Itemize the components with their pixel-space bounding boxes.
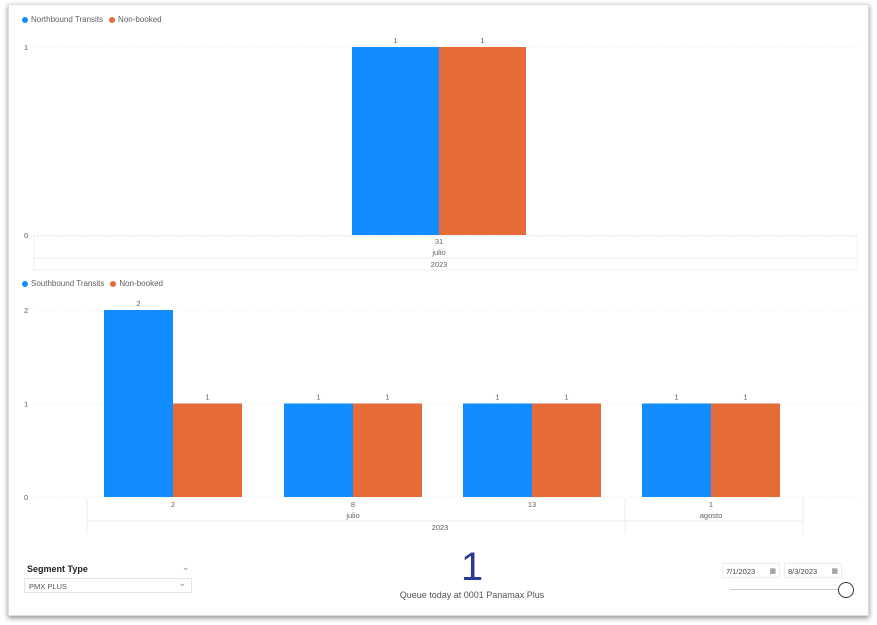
x-year-label: 2023 xyxy=(432,523,449,532)
queue-card-label: Queue today at 0001 Panamax Plus xyxy=(399,590,545,600)
legend-dot-nonbooked xyxy=(109,16,116,23)
x-month-label: agosto xyxy=(700,511,723,520)
y-tick-label: 1 xyxy=(24,400,28,409)
bar-non-booked xyxy=(711,403,780,497)
data-label: 1 xyxy=(393,36,397,45)
x-year-label: 2023 xyxy=(431,260,448,269)
legend-southbound[interactable]: Southbound Transits xyxy=(31,279,105,288)
legend-dot-northbound xyxy=(22,16,28,23)
calendar-icon[interactable]: ▦ xyxy=(831,568,838,575)
data-label: 1 xyxy=(674,393,678,402)
bar-transits xyxy=(642,403,711,497)
data-label: 1 xyxy=(385,393,389,402)
start-date-value: 7/1/2023 xyxy=(726,567,756,576)
y-tick-label: 2 xyxy=(24,306,28,315)
y-tick-label: 1 xyxy=(24,43,28,52)
x-month-label: julio xyxy=(345,511,359,520)
x-month-label: julio xyxy=(431,248,445,257)
data-label: 1 xyxy=(205,393,209,402)
legend-nonbooked[interactable]: Non-booked xyxy=(119,279,163,288)
calendar-icon[interactable]: ▦ xyxy=(769,568,776,575)
x-day-label: 8 xyxy=(351,500,355,509)
legend-dot-southbound xyxy=(22,280,28,287)
data-label: 1 xyxy=(316,393,320,402)
legend-dot-nonbooked xyxy=(110,280,117,287)
x-day-label: 31 xyxy=(435,237,443,246)
bar-transits xyxy=(463,403,532,497)
end-date-input[interactable]: 8/3/2023 ▦ xyxy=(784,563,842,578)
end-date-value: 8/3/2023 xyxy=(788,567,818,576)
queue-card-value: 1 xyxy=(460,545,484,589)
legend-nonbooked[interactable]: Non-booked xyxy=(118,15,162,24)
chart1-legend: Northbound Transits Non-booked xyxy=(22,15,162,24)
bar-non-booked xyxy=(173,403,242,497)
date-slider-handle[interactable] xyxy=(838,582,854,598)
chevron-down-icon[interactable]: ⌄ xyxy=(182,562,190,572)
data-label: 1 xyxy=(495,393,499,402)
chevron-down-icon: ⌄ xyxy=(178,578,186,588)
data-label: 1 xyxy=(480,36,484,45)
bar-non-booked xyxy=(439,47,526,235)
bar-transits xyxy=(352,47,439,235)
bar-non-booked xyxy=(353,403,422,497)
x-day-label: 1 xyxy=(709,500,713,509)
y-tick-label: 0 xyxy=(24,231,28,240)
bar-non-booked xyxy=(532,403,601,497)
start-date-input[interactable]: 7/1/2023 ▦ xyxy=(722,563,780,578)
y-tick-label: 0 xyxy=(24,493,28,502)
data-label: 1 xyxy=(564,393,568,402)
data-label: 2 xyxy=(136,299,140,308)
bar-transits xyxy=(104,310,173,497)
chart2-legend: Southbound Transits Non-booked xyxy=(22,279,163,288)
segment-type-dropdown[interactable]: PMX PLUS ⌄ xyxy=(24,578,192,593)
segment-type-value: PMX PLUS xyxy=(29,582,67,591)
data-label: 1 xyxy=(743,393,747,402)
segment-type-title: Segment Type xyxy=(27,564,88,574)
bar-transits xyxy=(284,403,353,497)
legend-northbound[interactable]: Northbound Transits xyxy=(31,15,104,24)
x-day-label: 2 xyxy=(171,500,175,509)
x-day-label: 13 xyxy=(528,500,536,509)
axis-box xyxy=(33,235,858,271)
date-slider-track[interactable] xyxy=(730,589,838,590)
